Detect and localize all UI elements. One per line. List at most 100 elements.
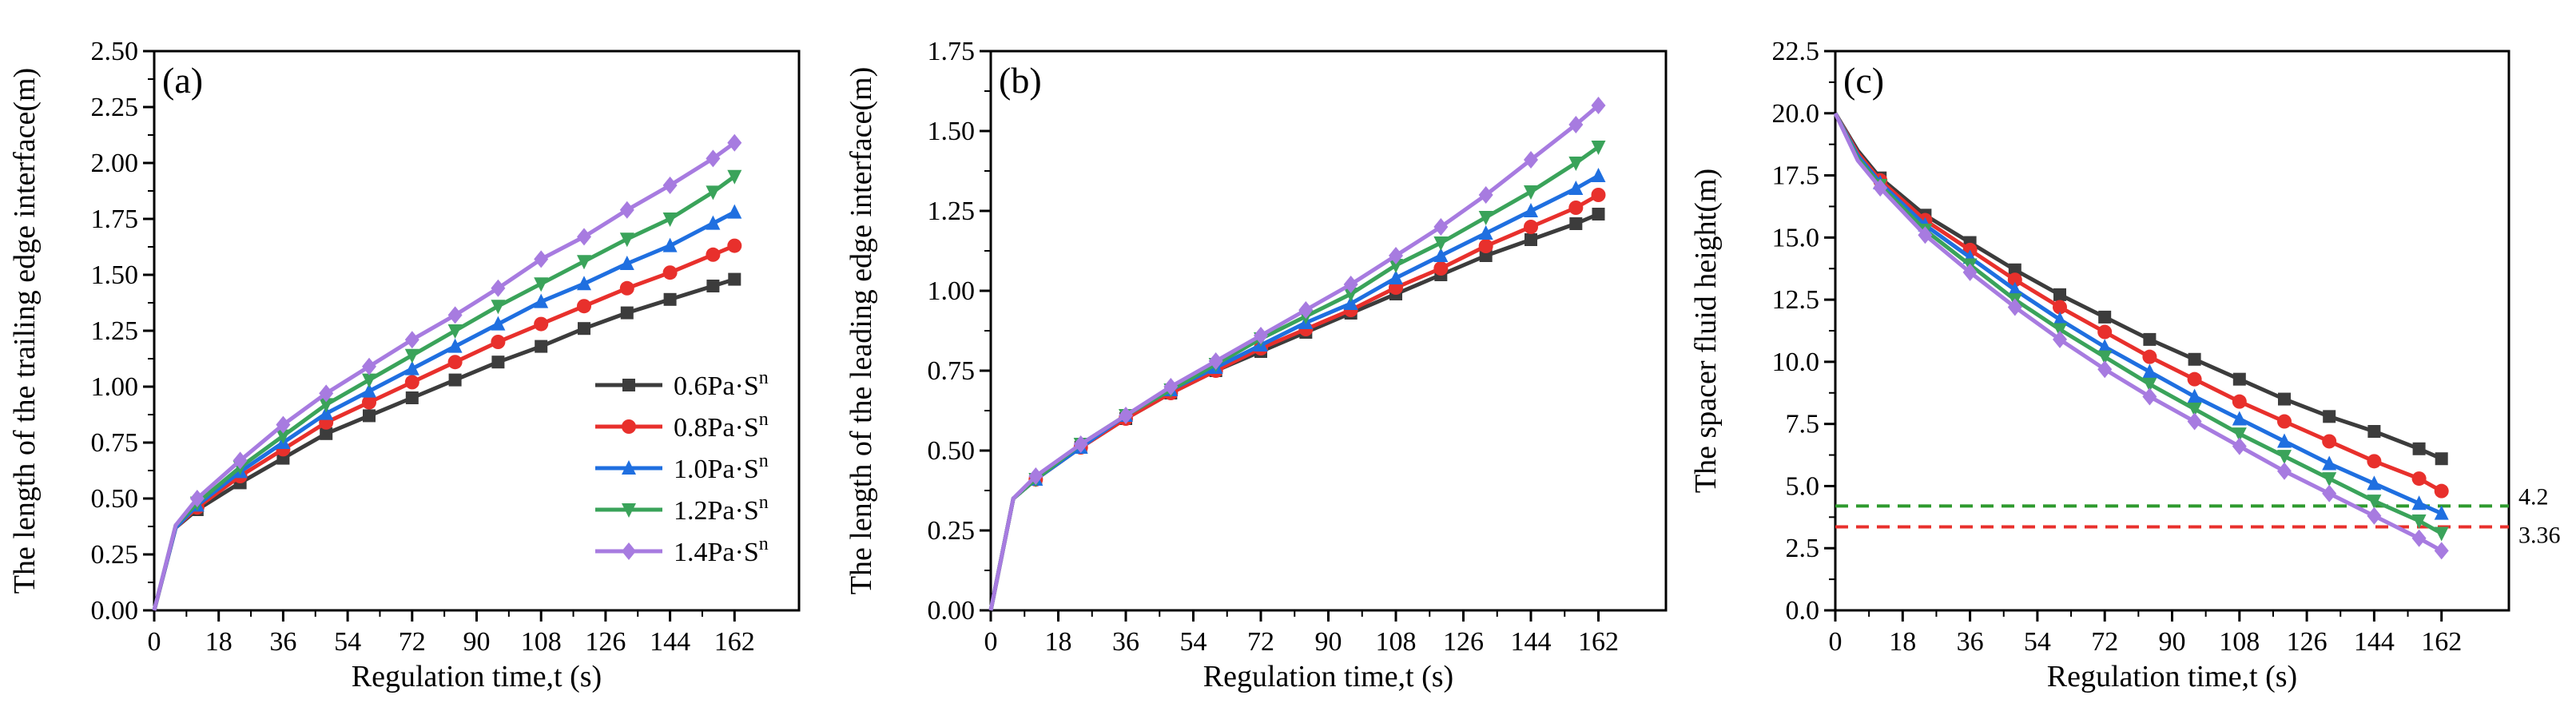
data-point <box>447 355 463 370</box>
data-point <box>362 357 376 375</box>
data-point <box>491 356 505 369</box>
data-point <box>1918 226 1933 244</box>
data-point <box>2434 542 2449 560</box>
reference-line-label: 3.36 <box>2518 522 2561 548</box>
legend: 0.6Pa·Sn0.8Pa·Sn1.0Pa·Sn1.2Pa·Sn1.4Pa·Sn <box>595 367 769 567</box>
data-point <box>534 316 549 332</box>
x-tick-label: 72 <box>1247 627 1274 657</box>
data-point <box>1873 179 1888 197</box>
data-point <box>2187 388 2202 403</box>
chart-panel-1: 0 18 36 54 72 90 108 126 144 162 0.00 0.25 0.50 0.75 1… <box>845 37 1668 693</box>
data-point <box>534 277 549 292</box>
data-point <box>491 279 506 297</box>
series-1 <box>1833 112 2449 499</box>
y-tick-label: 2.00 <box>91 149 139 178</box>
x-tick-label: 144 <box>650 627 690 657</box>
y-tick-label: 1.75 <box>928 37 976 66</box>
data-point <box>1343 288 1358 302</box>
data-point <box>577 255 591 270</box>
y-axis-label: The length of the leading edge interface… <box>845 67 878 594</box>
data-point <box>2322 472 2337 487</box>
data-point <box>1478 239 1493 253</box>
y-tick-label: 0.25 <box>91 540 139 570</box>
data-point <box>662 213 678 227</box>
data-point <box>2053 323 2067 338</box>
data-point <box>189 490 205 507</box>
y-tick-label: 12.5 <box>1772 285 1820 315</box>
data-point <box>2367 506 2382 525</box>
y-tick-label: 0.25 <box>928 516 976 546</box>
data-point <box>276 429 291 444</box>
data-point <box>619 201 634 219</box>
data-point <box>1343 296 1358 310</box>
data-point <box>1254 327 1268 344</box>
series-line <box>152 141 736 611</box>
x-axis-label: Regulation time,t (s) <box>352 660 602 693</box>
legend-label: 1.4Pa·Sn <box>674 534 769 567</box>
data-point <box>2142 387 2157 406</box>
data-point <box>2187 412 2202 431</box>
y-tick-label: 2.25 <box>91 93 139 122</box>
series-2 <box>1833 112 2449 520</box>
data-point <box>319 398 334 413</box>
data-point <box>2278 392 2291 406</box>
y-tick-label: 0.75 <box>91 428 139 458</box>
data-point <box>2434 526 2449 542</box>
legend-label-superscript: n <box>759 409 769 430</box>
data-point <box>2142 377 2157 392</box>
data-point <box>1073 435 1088 453</box>
series-line <box>1833 112 2443 535</box>
data-point <box>2188 352 2201 366</box>
data-point <box>1119 407 1133 424</box>
data-point <box>577 299 591 314</box>
legend-label-text: 1.2Pa·S <box>674 496 759 526</box>
series-line <box>1833 112 2443 461</box>
data-point <box>2367 425 2381 438</box>
data-point <box>727 204 742 219</box>
y-tick-label: 0.75 <box>928 356 976 386</box>
x-tick-label: 90 <box>463 627 491 657</box>
data-point <box>404 348 419 363</box>
data-point <box>578 322 590 336</box>
data-point <box>1591 141 1606 155</box>
data-point <box>1389 247 1403 264</box>
data-point <box>2053 312 2067 326</box>
data-point <box>2367 475 2382 491</box>
data-point <box>1568 157 1584 171</box>
y-tick-label: 15.0 <box>1772 223 1820 252</box>
data-point <box>663 292 677 306</box>
data-point <box>2097 339 2113 354</box>
x-tick-label: 36 <box>1112 627 1139 657</box>
series-line <box>1833 112 2443 493</box>
y-tick-label: 0.0 <box>1786 596 1820 626</box>
data-point <box>448 373 462 387</box>
data-point <box>706 149 721 168</box>
legend-label: 1.0Pa·Sn <box>674 451 769 484</box>
data-point <box>1525 233 1537 246</box>
data-point <box>405 391 419 404</box>
data-point <box>1028 467 1044 485</box>
x-tick-label: 18 <box>1045 627 1072 657</box>
x-tick-label: 162 <box>714 627 755 657</box>
y-tick-label: 7.5 <box>1786 410 1820 439</box>
legend-label: 1.2Pa·Sn <box>674 492 769 526</box>
data-point <box>1591 97 1606 114</box>
data-point <box>1208 352 1223 370</box>
y-tick-label: 0.50 <box>91 484 139 514</box>
data-point <box>2412 442 2426 455</box>
data-point <box>1433 236 1449 251</box>
data-point <box>2232 394 2247 409</box>
data-point <box>1389 270 1403 284</box>
data-point <box>2434 505 2449 520</box>
data-point <box>2187 403 2202 417</box>
data-point <box>1524 151 1538 169</box>
legend-label-superscript: n <box>759 367 769 388</box>
series-line <box>988 212 1600 611</box>
data-point <box>706 215 721 230</box>
series-line <box>988 173 1600 611</box>
data-point <box>534 293 549 308</box>
data-point <box>706 247 721 262</box>
legend-marker <box>622 542 636 560</box>
legend-label-text: 1.0Pa·S <box>674 455 759 484</box>
series-line <box>988 193 1600 611</box>
